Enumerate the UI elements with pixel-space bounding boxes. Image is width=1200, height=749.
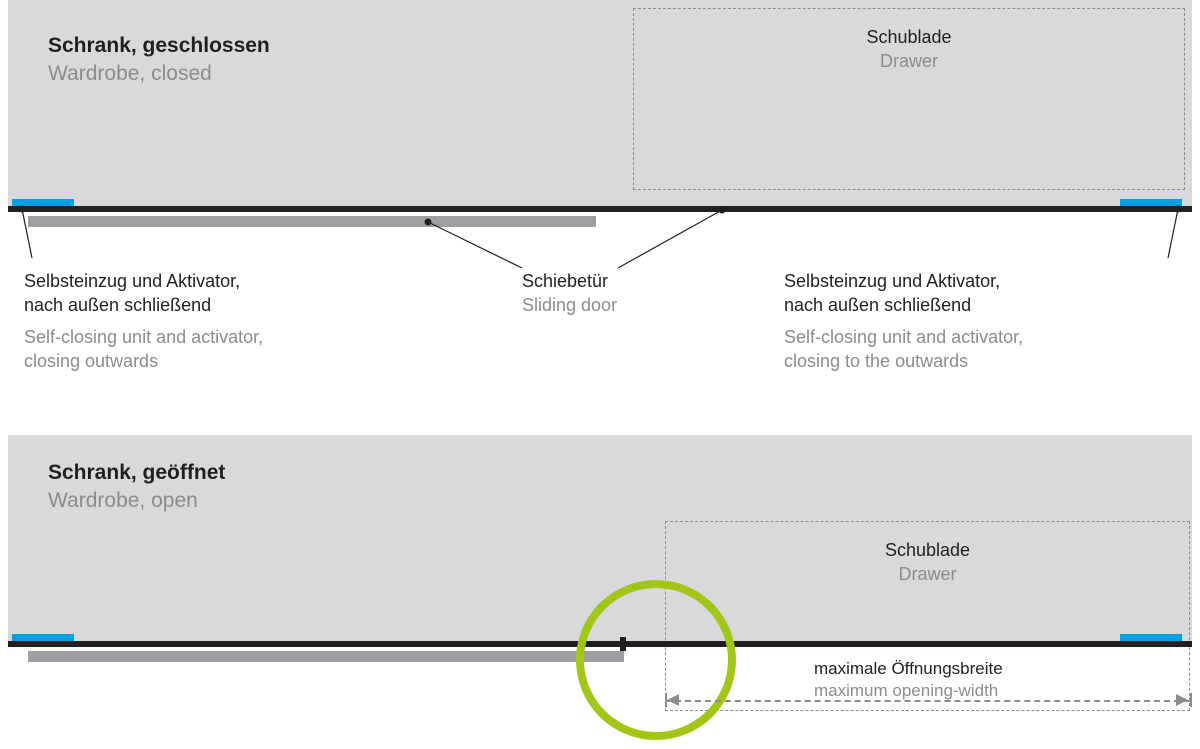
open-highlight-ring [576, 580, 736, 740]
closed-sliding-door [28, 216, 596, 227]
closed-anno-left-en2: closing outwards [24, 350, 158, 373]
open-title-de: Schrank, geöffnet [48, 461, 225, 485]
open-drawer-label-de: Schublade [666, 540, 1189, 561]
closed-anno-left-de1: Selbsteinzug und Aktivator, [24, 270, 240, 293]
closed-drawer-label-en: Drawer [634, 51, 1184, 72]
closed-leader-dot-left [19, 206, 26, 213]
closed-anno-right-de2: nach außen schließend [784, 294, 971, 317]
closed-title-en: Wardrobe, closed [48, 62, 212, 86]
closed-anno-left-de2: nach außen schließend [24, 294, 211, 317]
open-dim-label-en: maximum opening-width [814, 680, 998, 702]
closed-top-rail [8, 206, 1192, 212]
closed-drawer-label-de: Schublade [634, 27, 1184, 48]
open-left-clip [12, 634, 74, 641]
closed-anno-left-en1: Self-closing unit and activator, [24, 326, 263, 349]
closed-title-de: Schrank, geschlossen [48, 34, 270, 58]
closed-drawer-box: Schublade Drawer [633, 8, 1185, 190]
open-title-en: Wardrobe, open [48, 489, 198, 513]
open-drawer-label-en: Drawer [666, 564, 1189, 585]
open-dim-label-de: maximale Öffnungsbreite [814, 658, 1003, 680]
open-sliding-door [28, 651, 624, 662]
closed-anno-right-en2: closing to the outwards [784, 350, 968, 373]
open-right-clip [1120, 634, 1182, 641]
open-dim-tick-right [1190, 693, 1192, 707]
closed-anno-right-en1: Self-closing unit and activator, [784, 326, 1023, 349]
closed-anno-right-de1: Selbsteinzug und Aktivator, [784, 270, 1000, 293]
closed-right-clip [1120, 199, 1182, 206]
closed-leader-dot-door1 [425, 219, 432, 226]
diagram-stage: Schrank, geschlossen Wardrobe, closed Sc… [0, 0, 1200, 749]
closed-leader-dot-door2 [719, 207, 726, 214]
open-dim-arrow-right [1176, 694, 1188, 706]
closed-leader-dot-right [1175, 206, 1182, 213]
closed-anno-center-de: Schiebetür [522, 270, 608, 293]
closed-anno-center-en: Sliding door [522, 294, 617, 317]
open-dim-arrow-left [667, 694, 679, 706]
